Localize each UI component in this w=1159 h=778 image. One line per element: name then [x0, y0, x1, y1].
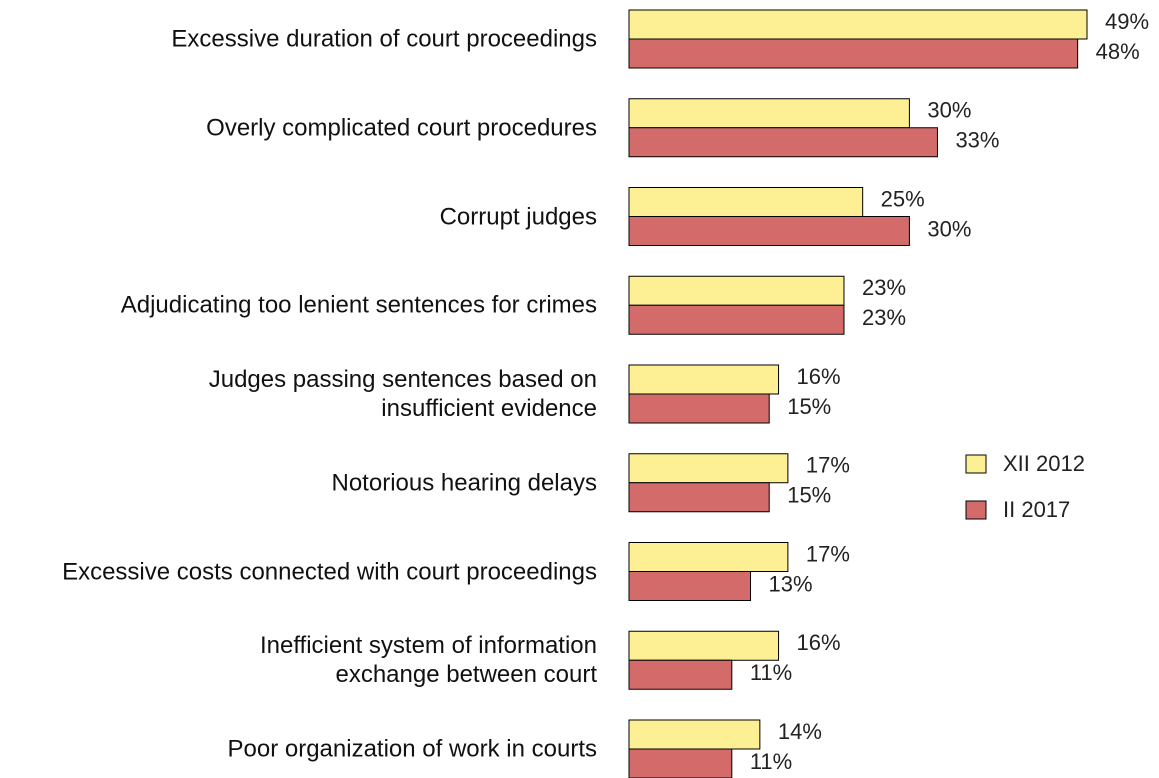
bar — [628, 364, 780, 395]
value-label: 23% — [862, 305, 906, 330]
bar — [628, 9, 1088, 40]
bar — [628, 453, 789, 484]
bar — [628, 127, 938, 158]
value-label: 16% — [797, 364, 841, 389]
category-label: Excessive duration of court proceedings — [171, 25, 597, 53]
bar — [628, 482, 770, 513]
bar — [628, 216, 910, 246]
value-label: 15% — [787, 394, 831, 419]
bar — [628, 98, 910, 129]
legend-label: II 2017 — [1003, 497, 1070, 522]
bar — [628, 38, 1079, 69]
bar — [628, 571, 752, 601]
legend-swatch — [965, 454, 987, 474]
value-label: 25% — [881, 186, 925, 211]
value-label: 14% — [778, 719, 822, 744]
value-label: 13% — [769, 571, 813, 596]
category-label: Notorious hearing delays — [331, 469, 598, 497]
bar — [628, 630, 780, 661]
legend-label: XII 2012 — [1003, 451, 1085, 476]
value-label: 15% — [787, 483, 831, 508]
bar — [628, 304, 845, 335]
bar — [628, 187, 864, 217]
value-label: 30% — [927, 216, 971, 241]
value-label: 11% — [750, 660, 792, 685]
value-label: 33% — [955, 128, 999, 153]
category-label: Inefficient system of information exchan… — [259, 632, 597, 689]
category-label: Overly complicated court procedures — [206, 114, 597, 142]
bar — [628, 659, 733, 690]
value-label: 30% — [927, 98, 971, 123]
category-label: Judges passing sentences based on insuff… — [208, 366, 597, 422]
value-label: 23% — [862, 275, 906, 300]
value-label: 11% — [750, 749, 792, 774]
value-label: 16% — [797, 630, 841, 655]
bar — [628, 542, 789, 572]
bar — [628, 393, 770, 424]
value-label: 17% — [806, 453, 850, 478]
value-label: 48% — [1096, 39, 1140, 64]
bar — [628, 275, 845, 306]
legend-swatch — [965, 500, 987, 520]
bar — [628, 719, 761, 750]
value-label: 49% — [1105, 9, 1149, 34]
category-label: Excessive costs connected with court pro… — [62, 558, 597, 585]
category-label: Corrupt judges — [439, 203, 597, 230]
category-label: Adjudicating too lenient sentences for c… — [120, 291, 597, 319]
value-label: 17% — [806, 541, 850, 566]
category-label: Poor organization of work in courts — [227, 735, 597, 763]
bar — [628, 748, 733, 778]
